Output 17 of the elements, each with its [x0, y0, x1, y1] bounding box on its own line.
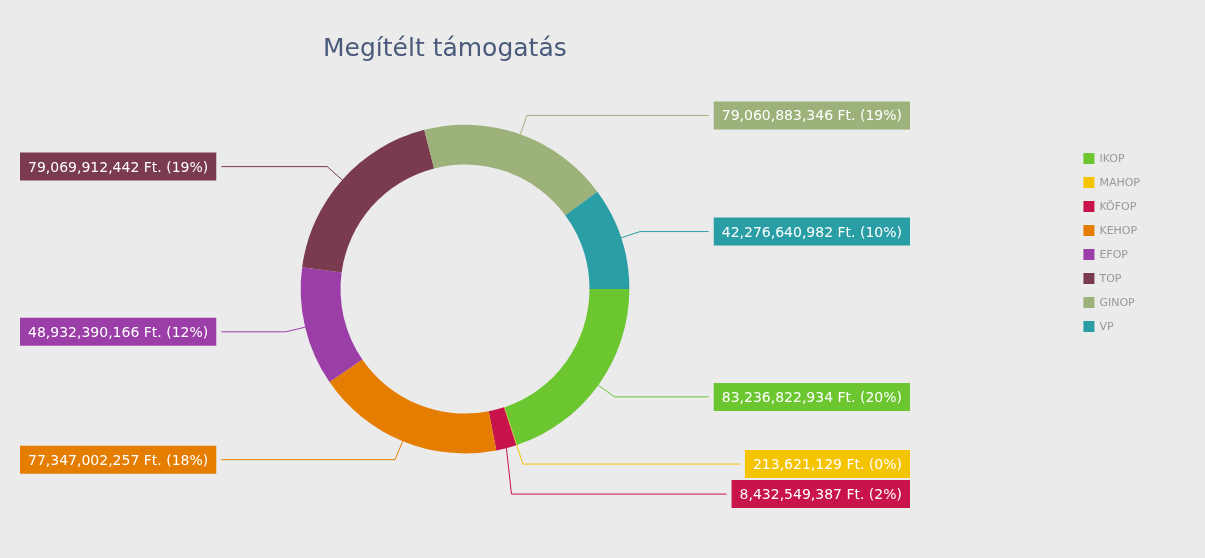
legend-label: TOP — [1098, 272, 1122, 285]
data-label: 42,276,640,982 Ft. (10%) — [721, 223, 902, 240]
legend-label: EFOP — [1099, 248, 1129, 261]
legend-label: KEHOP — [1099, 224, 1138, 237]
data-label: 77,347,002,257 Ft. (18%) — [28, 451, 209, 468]
legend-label: IKOP — [1099, 152, 1125, 165]
data-label: 213,621,129 Ft. (0%) — [752, 456, 902, 473]
data-label: 83,236,822,934 Ft. (20%) — [721, 388, 902, 405]
chart-title: Megítélt támogatás — [323, 33, 567, 62]
data-label: 48,932,390,166 Ft. (12%) — [28, 323, 209, 340]
data-label: 79,069,912,442 Ft. (19%) — [28, 158, 209, 175]
data-label: 8,432,549,387 Ft. (2%) — [739, 486, 902, 503]
legend-label: KÖFOP — [1099, 200, 1137, 213]
legend-label: MAHOP — [1099, 176, 1141, 189]
legend-label: GINOP — [1099, 296, 1136, 309]
data-label: 79,060,883,346 Ft. (19%) — [721, 107, 902, 124]
legend-label: VP — [1099, 320, 1114, 333]
